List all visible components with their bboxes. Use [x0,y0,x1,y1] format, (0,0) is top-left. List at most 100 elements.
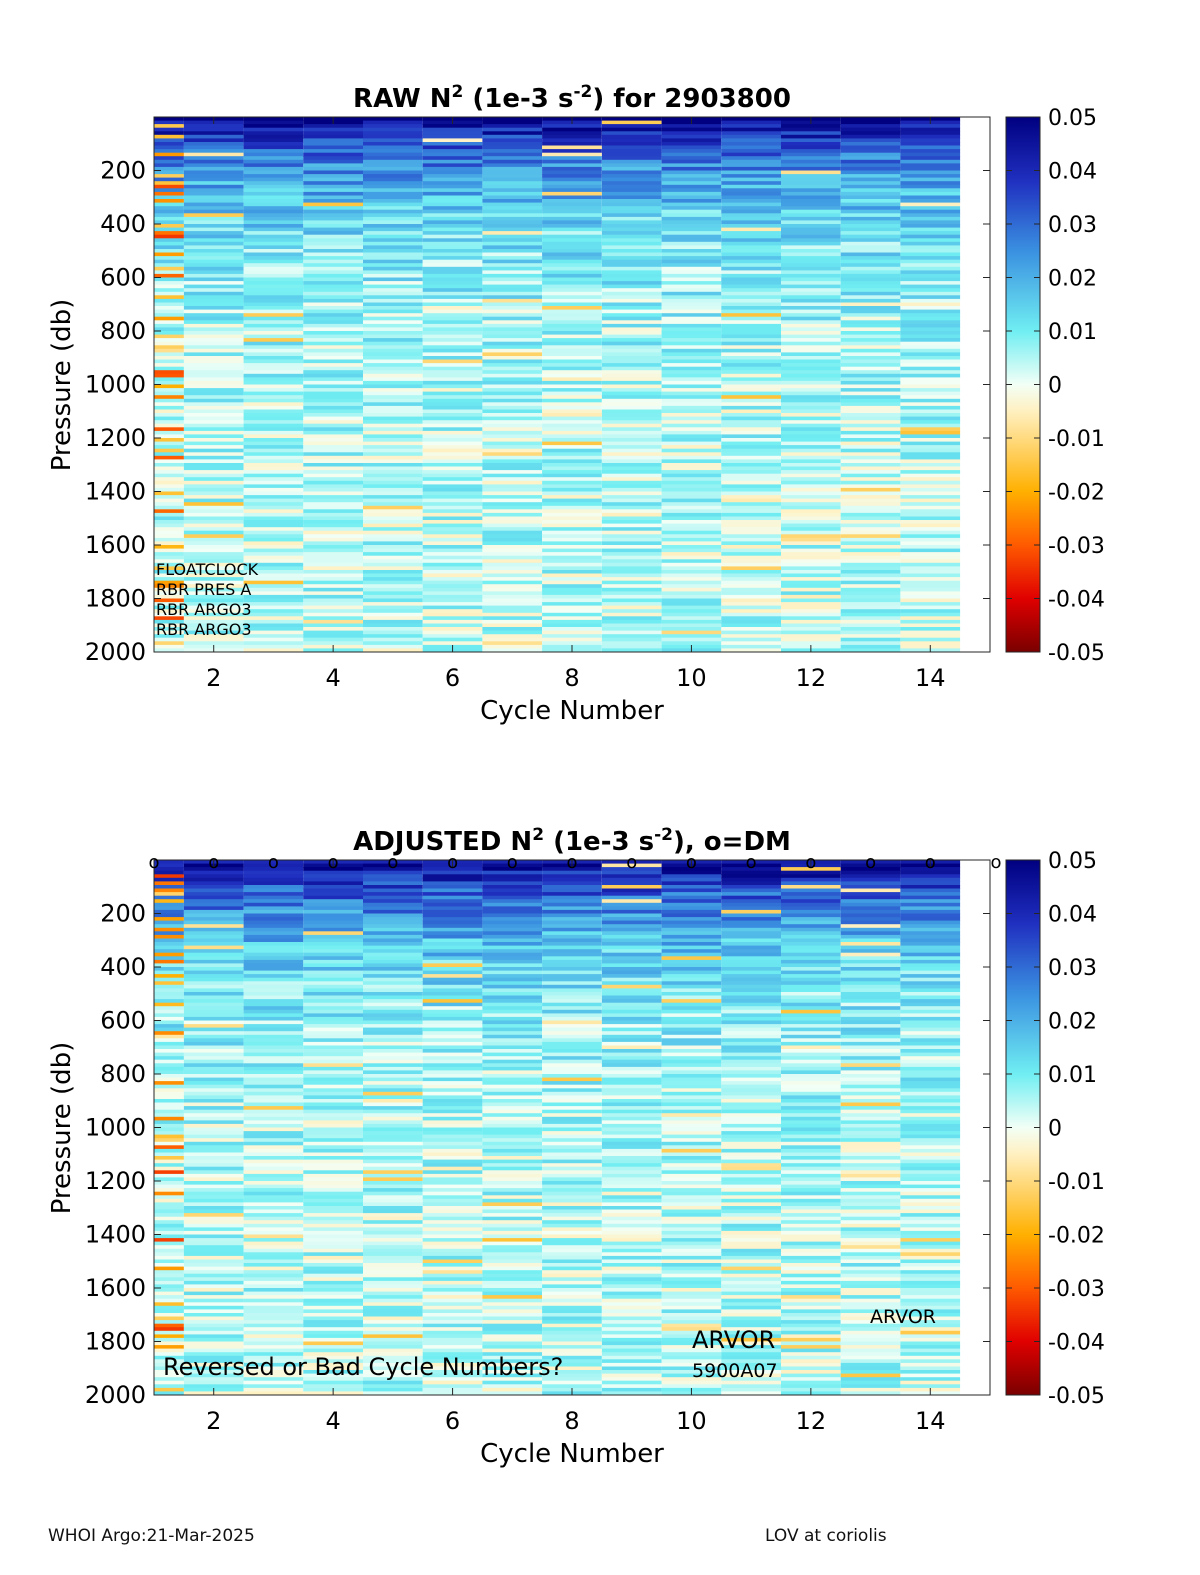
heatmap-cell [781,384,841,389]
heatmap-cell [243,281,304,286]
heatmap-cell [542,1209,602,1214]
heatmap-cell [781,867,841,872]
heatmap-cell [183,981,244,986]
heatmap-cell [721,127,781,132]
heatmap-cell [661,142,722,147]
heatmap-cell [363,1377,423,1382]
heatmap-cell [303,988,363,993]
heatmap-cell [601,181,662,186]
heatmap-cell [840,548,901,553]
heatmap-cell [482,981,543,986]
y-tick-label: 1000 [85,371,146,399]
heatmap-cell [840,1280,901,1285]
heatmap-cell [422,963,483,968]
heatmap-cell [183,1206,244,1211]
heatmap-cell [363,1099,423,1104]
heatmap-cell [721,1280,781,1285]
heatmap-cell [721,298,781,303]
heatmap-cell [900,455,961,460]
heatmap-cell [243,199,304,204]
heatmap-cell [542,1181,602,1186]
heatmap-cell [840,263,901,268]
heatmap-cell [542,520,602,525]
heatmap-cell [363,1106,423,1111]
heatmap-cell [840,594,901,599]
heatmap-cell [422,612,483,617]
heatmap-cell [422,1141,483,1146]
heatmap-cell [363,545,423,550]
heatmap-cell [900,1156,961,1161]
heatmap-cell [183,388,244,393]
heatmap-cell [601,612,662,617]
heatmap-cell [661,191,722,196]
heatmap-cell [900,298,961,303]
heatmap-cell [601,945,662,950]
heatmap-cell [243,512,304,517]
heatmap-cell [661,502,722,507]
heatmap-cell [781,1052,841,1057]
heatmap-cell [243,245,304,250]
heatmap-cell [422,1352,483,1357]
heatmap-cell [154,445,184,450]
heatmap-cell [542,934,602,939]
heatmap-cell [900,263,961,268]
heatmap-cell [542,942,602,947]
heatmap-cell [601,995,662,1000]
heatmap-cell [154,1198,184,1203]
heatmap-cell [781,974,841,979]
heatmap-cell [840,445,901,450]
heatmap-cell [601,120,662,125]
heatmap-cell [900,373,961,378]
heatmap-cell [422,306,483,311]
heatmap-cell [601,573,662,578]
heatmap-cell [154,1206,184,1211]
heatmap-cell [243,1223,304,1228]
heatmap-cell [363,273,423,278]
heatmap-cell [542,1081,602,1086]
heatmap-cell [542,1059,602,1064]
heatmap-cell [183,1245,244,1250]
heatmap-cell [661,1263,722,1268]
heatmap-cell [900,1220,961,1225]
heatmap-cell [154,874,184,879]
heatmap-cell [482,931,543,936]
heatmap-cell [721,619,781,624]
heatmap-cell [900,920,961,925]
heatmap-cell [900,1120,961,1125]
heatmap-cell [661,1056,722,1061]
heatmap-cell [422,1020,483,1025]
heatmap-cell [721,1345,781,1350]
heatmap-cell [840,530,901,535]
heatmap-cell [840,366,901,371]
heatmap-cell [243,584,304,589]
heatmap-cell [542,1234,602,1239]
heatmap-cell [840,1109,901,1114]
heatmap-cell [154,984,184,989]
heatmap-cell [183,584,244,589]
heatmap-cell [154,974,184,979]
heatmap-cell [661,1295,722,1300]
heatmap-cell [422,138,483,143]
heatmap-cell [154,323,184,328]
heatmap-cell [542,231,602,236]
heatmap-cell [183,156,244,161]
heatmap-cell [422,992,483,997]
heatmap-cell [661,888,722,893]
heatmap-cell [721,441,781,446]
heatmap-cell [542,241,602,246]
heatmap-cell [601,942,662,947]
heatmap-cell [900,199,961,204]
heatmap-cell [363,359,423,364]
heatmap-cell [542,206,602,211]
heatmap-cell [601,1323,662,1328]
heatmap-cell [243,1188,304,1193]
heatmap-cell [542,438,602,443]
heatmap-cell [840,1141,901,1146]
heatmap-cell [482,1095,543,1100]
heatmap-cell [243,1074,304,1079]
heatmap-cell [243,213,304,218]
heatmap-cell [243,363,304,368]
heatmap-cell [363,1070,423,1075]
heatmap-cell [183,470,244,475]
heatmap-cell [840,181,901,186]
